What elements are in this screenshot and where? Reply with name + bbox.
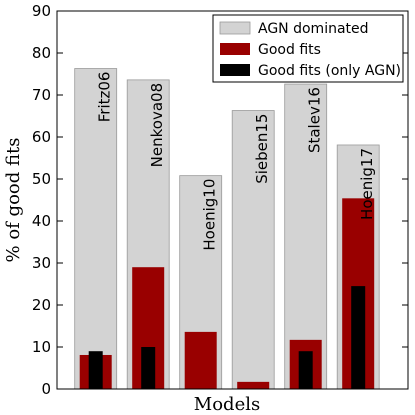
y-tick-label: 60	[32, 128, 51, 146]
bar-agn-dominated-stalev16	[284, 83, 328, 390]
y-tick-label: 20	[32, 296, 51, 314]
bar-good-fits-only-agn-fritz06	[88, 351, 103, 389]
model-label-hoenig17: Hoenig17	[358, 148, 376, 220]
y-tick-label: 30	[32, 254, 51, 272]
bar-good-fits-sieben15	[237, 381, 270, 389]
plot-frame	[56, 10, 409, 390]
model-label-stalev16: Stalev16	[306, 87, 324, 153]
legend-swatch-good-fits-only-agn	[220, 64, 250, 76]
y-tick-label: 40	[32, 212, 51, 230]
model-label-sieben15: Sieben15	[253, 114, 271, 184]
y-tick-label: 70	[32, 86, 51, 104]
y-axis-ticks: 0 10 20 30 40 50 60 70 80 90	[32, 2, 408, 398]
y-tick-label: 90	[32, 2, 51, 20]
model-label-fritz06: Fritz06	[96, 72, 114, 123]
bar-good-fits-hoenig10	[184, 331, 217, 389]
bars-layer	[74, 68, 380, 390]
legend: AGN dominated Good fits Good fits (only …	[212, 14, 404, 83]
legend-swatch-good-fits	[220, 43, 250, 55]
legend-label-good-fits: Good fits	[258, 42, 321, 58]
bar-good-fits-only-agn-stalev16	[298, 351, 313, 389]
y-tick-label: 0	[41, 380, 51, 398]
model-labels: Fritz06 Nenkova08 Hoenig10 Sieben15 Stalev16…	[96, 72, 377, 251]
bar-good-fits-only-agn-nenkova08	[141, 347, 156, 389]
model-label-hoenig10: Hoenig10	[201, 179, 219, 251]
model-label-nenkova08: Nenkova08	[148, 83, 166, 167]
y-tick-label: 50	[32, 170, 51, 188]
bar-agn-dominated-sieben15	[231, 110, 275, 390]
legend-label-agn-dominated: AGN dominated	[258, 21, 369, 37]
y-axis-title: % of good fits	[3, 138, 24, 263]
x-axis-title: Models	[194, 394, 260, 415]
bar-agn-dominated-fritz06	[74, 68, 118, 390]
y-tick-label: 10	[32, 338, 51, 356]
y-tick-label: 80	[32, 44, 51, 62]
legend-label-good-fits-only-agn: Good fits (only AGN)	[258, 63, 401, 79]
bar-good-fits-only-agn-hoenig17	[351, 286, 366, 389]
legend-swatch-agn-dominated	[219, 21, 251, 35]
